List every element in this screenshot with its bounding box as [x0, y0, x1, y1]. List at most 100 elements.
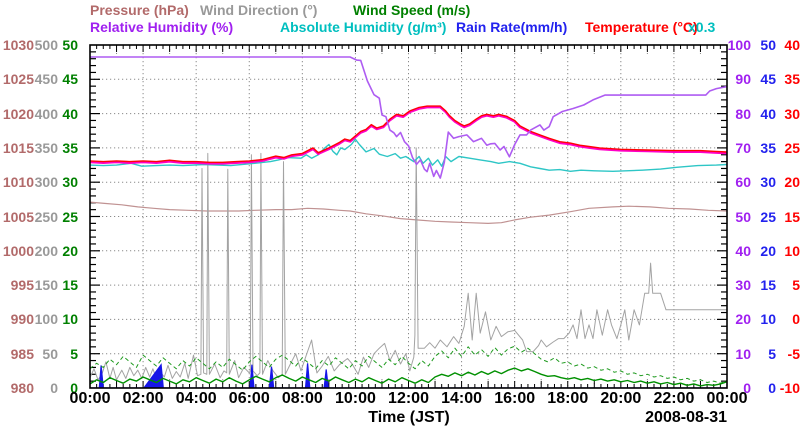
- ytick-left-wind_speed: 35: [62, 139, 78, 156]
- ytick-left-wind_direction: 300: [34, 174, 58, 191]
- series-relative-humidity: [90, 56, 727, 179]
- ytick-right-temperature: 5: [792, 277, 800, 294]
- series-wind-speed: [90, 367, 727, 387]
- legend-0-row1: Pressure (hPa): [90, 2, 189, 18]
- series-rain-rate: [90, 363, 727, 388]
- ytick-left-wind_speed: 0: [70, 380, 78, 396]
- xtick-time: 04:00: [175, 390, 217, 407]
- ytick-right-rain_rate: 10: [760, 311, 776, 328]
- xtick-time: 08:00: [281, 390, 323, 407]
- ytick-left-wind_speed: 5: [70, 345, 78, 362]
- ytick-left-pressure: 1005: [2, 208, 34, 225]
- ytick-right-rain_rate: 45: [760, 71, 776, 88]
- xtick-time: 18:00: [547, 390, 589, 407]
- ytick-right-rain_rate: 15: [760, 277, 776, 294]
- xtick-time: 00:00: [69, 390, 111, 407]
- series-wind-direction: [90, 147, 727, 381]
- series-wind-speed-gust-: [90, 345, 727, 384]
- ytick-left-wind_direction: 50: [42, 345, 58, 362]
- ytick-right-temperature: 20: [784, 174, 800, 191]
- legend-2-row1: Wind Speed (m/s): [353, 2, 471, 18]
- ytick-right-temperature: -5: [787, 345, 800, 362]
- series-temperature: [90, 105, 727, 164]
- ytick-right-temperature: -10: [779, 380, 800, 396]
- ytick-right-relative_humidity: 10: [735, 345, 751, 362]
- ytick-right-temperature: 35: [784, 71, 800, 88]
- ytick-right-temperature: 30: [784, 105, 800, 122]
- ytick-right-relative_humidity: 20: [735, 311, 751, 328]
- xtick-time: 16:00: [494, 390, 536, 407]
- date-label: 2008-08-31: [645, 409, 727, 426]
- ytick-left-wind_speed: 45: [62, 71, 78, 88]
- ytick-left-pressure: 1025: [2, 71, 34, 88]
- ytick-right-relative_humidity: 0: [743, 380, 751, 396]
- ytick-left-wind_direction: 400: [34, 105, 58, 122]
- ytick-left-pressure: 1000: [2, 242, 34, 259]
- ytick-right-rain_rate: 30: [760, 174, 776, 191]
- xtick-time: 20:00: [600, 390, 642, 407]
- ytick-left-pressure: 1010: [2, 174, 34, 191]
- ytick-left-wind_direction: 100: [34, 311, 58, 328]
- ytick-left-pressure: 980: [10, 380, 34, 396]
- ytick-right-rain_rate: 40: [760, 105, 776, 122]
- ytick-left-wind_speed: 40: [62, 105, 78, 122]
- xtick-time: 00:00: [706, 390, 748, 407]
- ytick-left-wind_direction: 150: [34, 277, 58, 294]
- xtick-time: 06:00: [228, 390, 270, 407]
- ytick-left-pressure: 995: [10, 277, 34, 294]
- ytick-left-wind_speed: 15: [62, 277, 78, 294]
- series-absolute-humidity: [90, 138, 727, 173]
- x-axis-title: Time (JST): [368, 409, 450, 426]
- ytick-right-rain_rate: 25: [760, 208, 776, 225]
- ytick-left-wind_speed: 30: [62, 174, 78, 191]
- ytick-right-relative_humidity: 100: [727, 37, 751, 53]
- ytick-left-wind_direction: 350: [34, 139, 58, 156]
- legend-1-row2: Absolute Humidity (g/m³): [280, 19, 447, 35]
- xtick-time: 22:00: [653, 390, 695, 407]
- ytick-right-relative_humidity: 70: [735, 139, 751, 156]
- ytick-right-relative_humidity: 30: [735, 277, 751, 294]
- ytick-right-relative_humidity: 50: [735, 208, 751, 225]
- xtick-time: 10:00: [334, 390, 376, 407]
- ytick-left-wind_speed: 50: [62, 37, 78, 53]
- ytick-right-rain_rate: 35: [760, 139, 776, 156]
- ytick-left-pressure: 1020: [2, 105, 34, 122]
- ytick-left-pressure: 1015: [2, 139, 34, 156]
- xtick-time: 12:00: [388, 390, 429, 407]
- ytick-left-pressure: 1030: [2, 37, 34, 53]
- ytick-left-pressure: 985: [10, 345, 34, 362]
- ytick-left-wind_direction: 0: [50, 380, 58, 396]
- ytick-left-wind_direction: 500: [34, 37, 58, 53]
- legend-3-row2: Temperature (°C): [585, 19, 698, 35]
- ytick-right-rain_rate: 20: [760, 242, 776, 259]
- series-pressure: [90, 201, 727, 224]
- legend-2-row2: Rain Rate(mm/h): [456, 19, 568, 35]
- legend-1-row1: Wind Direction (°): [200, 2, 318, 18]
- xtick-time: 14:00: [441, 390, 483, 407]
- ytick-left-wind_direction: 250: [34, 208, 58, 225]
- ytick-right-temperature: 40: [784, 37, 800, 53]
- ytick-right-temperature: 15: [784, 208, 800, 225]
- ytick-right-rain_rate: 50: [760, 37, 776, 53]
- legend-4-row2: x0.3: [688, 19, 716, 35]
- ytick-right-temperature: 25: [784, 139, 800, 156]
- ytick-right-temperature: 0: [792, 311, 800, 328]
- legend-0-row2: Relative Humidity (%): [90, 19, 234, 35]
- ytick-right-rain_rate: 5: [768, 345, 776, 362]
- ytick-left-wind_speed: 25: [62, 208, 78, 225]
- ytick-left-wind_speed: 20: [62, 242, 78, 259]
- ytick-left-wind_direction: 450: [34, 71, 58, 88]
- ytick-right-relative_humidity: 90: [735, 71, 751, 88]
- ytick-right-rain_rate: 0: [768, 380, 776, 396]
- ytick-left-pressure: 990: [10, 311, 34, 328]
- ytick-right-relative_humidity: 60: [735, 174, 751, 191]
- ytick-right-relative_humidity: 80: [735, 105, 751, 122]
- ytick-left-wind_direction: 200: [34, 242, 58, 259]
- xtick-time: 02:00: [122, 390, 164, 407]
- series-temperature-magenta-trace-: [90, 106, 727, 165]
- ytick-right-temperature: 10: [784, 242, 800, 259]
- ytick-left-wind_speed: 10: [62, 311, 78, 328]
- ytick-right-relative_humidity: 40: [735, 242, 751, 259]
